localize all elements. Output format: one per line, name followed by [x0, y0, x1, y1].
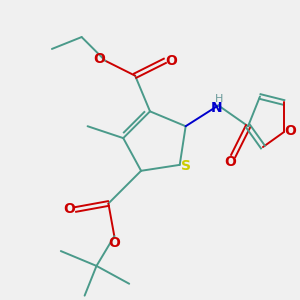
Text: N: N — [211, 101, 223, 115]
Text: H: H — [215, 94, 223, 104]
Text: O: O — [63, 202, 75, 216]
Text: O: O — [284, 124, 296, 138]
Text: O: O — [224, 155, 236, 170]
Text: O: O — [94, 52, 105, 66]
Text: S: S — [181, 159, 191, 173]
Text: O: O — [165, 54, 177, 68]
Text: O: O — [108, 236, 120, 250]
